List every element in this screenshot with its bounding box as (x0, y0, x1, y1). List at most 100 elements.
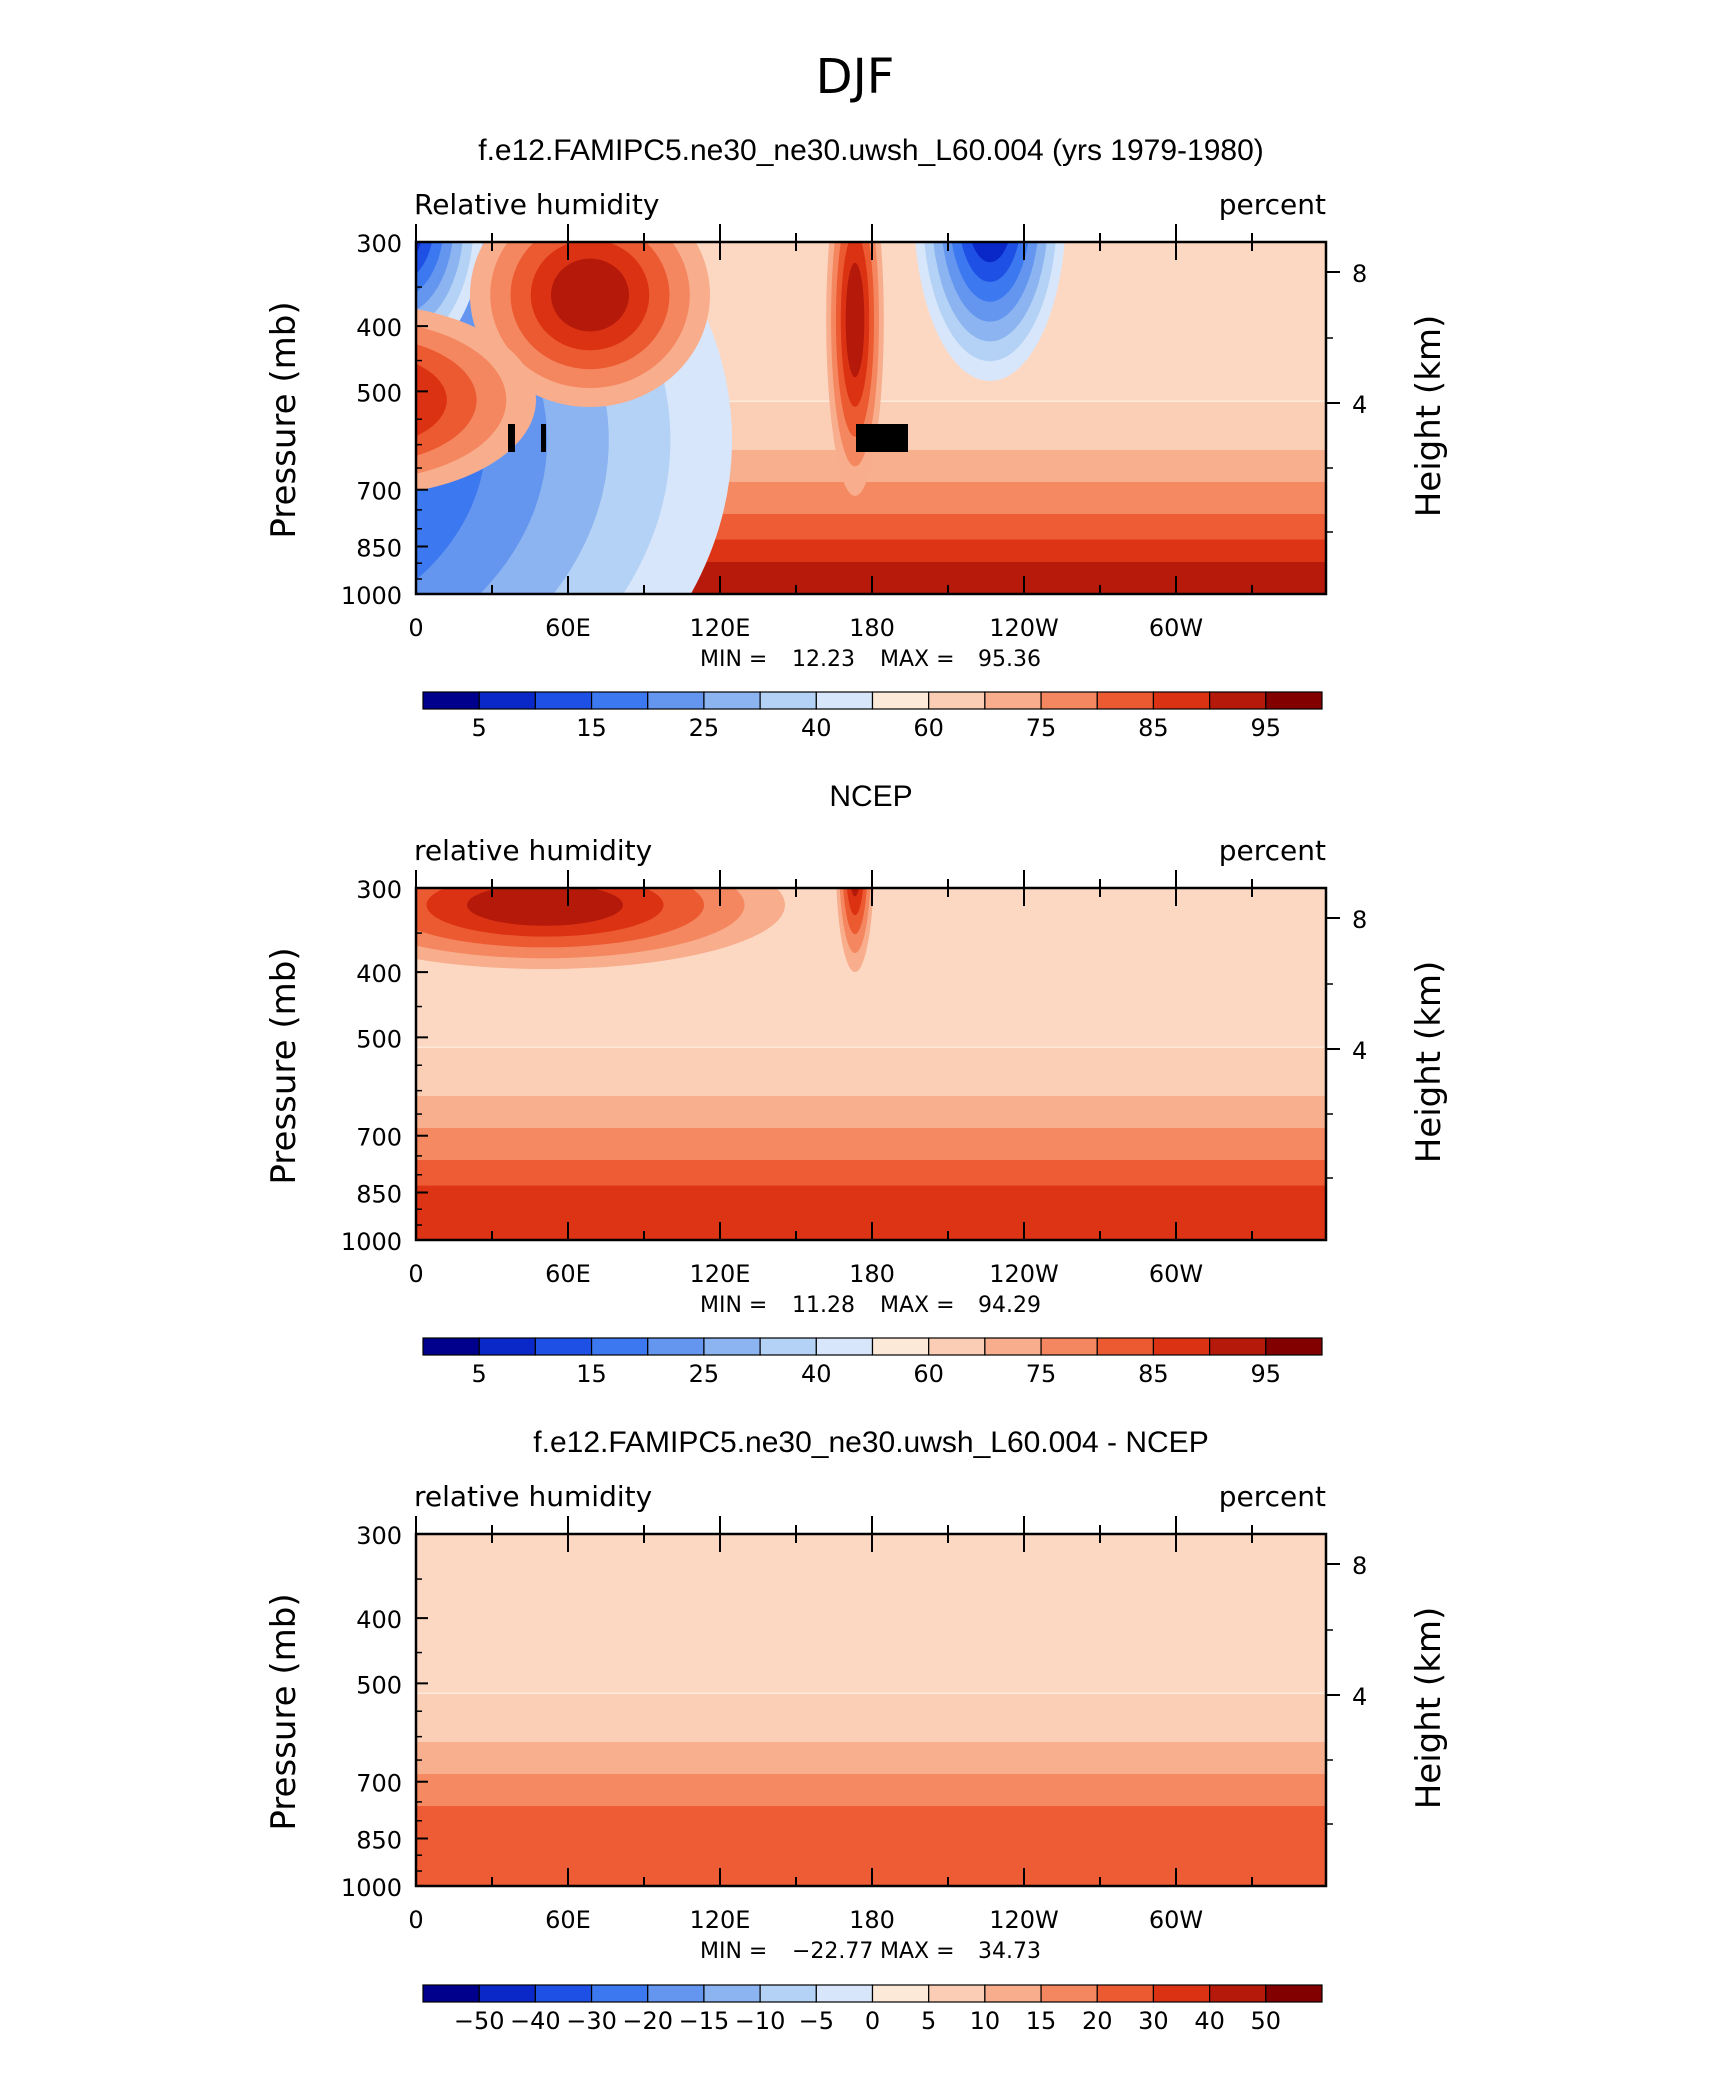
colorbar-swatch (1096, 1984, 1155, 2003)
units-label: percent (1219, 188, 1326, 221)
colorbar-label: 15 (576, 714, 607, 742)
colorbar-label: 25 (689, 1360, 720, 1388)
moist-contour (416, 363, 447, 437)
dry-contour (416, 242, 473, 345)
max-value: 94.29 (978, 1293, 1041, 1318)
colorbar-swatch (871, 1984, 930, 2003)
y-tick-label: 400 (356, 960, 402, 988)
x-tick-label: 60E (545, 1260, 591, 1288)
dry-contour (363, 687, 398, 733)
colorbar-swatch (1152, 1984, 1211, 2003)
colorbar-swatch (478, 1984, 536, 2003)
x-tick-label: 120E (690, 614, 751, 642)
colorbar-swatch (703, 1337, 761, 1356)
colorbar-swatch (759, 691, 817, 710)
dry-contour (416, 242, 422, 254)
colorbar-label: 25 (689, 714, 720, 742)
dry-contour (336, 652, 424, 769)
topography-mask (506, 1403, 516, 1431)
dry-contour (971, 242, 1009, 263)
y-axis-title: Pressure (mb) (264, 1593, 304, 1830)
variable-label: relative humidity (414, 1480, 652, 1513)
topography-mask (371, 1375, 391, 1403)
dry-contour (356, 678, 404, 742)
min-label: MIN = (700, 1939, 767, 1964)
dry-contour (416, 299, 486, 581)
colorbar-swatch (815, 691, 874, 710)
colorbar-label: −5 (799, 2007, 834, 2035)
y-tick-label: 700 (356, 478, 402, 506)
colorbar-swatch (1265, 1337, 1323, 1356)
colorbar-label: 20 (1082, 2007, 1113, 2035)
colorbar-swatch (815, 1337, 874, 1356)
variable-label: relative humidity (414, 834, 652, 867)
dry-contour (416, 242, 443, 293)
x-tick-label: 120E (690, 1906, 751, 1934)
colorbar-swatch (590, 691, 649, 710)
y-tick-label: 500 (356, 379, 402, 407)
y-tick-label: 700 (356, 1770, 402, 1798)
y2-tick-label: 4 (1352, 1037, 1367, 1065)
panel-title: f.e12.FAMIPC5.ne30_ne30.uwsh_L60.004 (yr… (478, 134, 1264, 167)
colorbar-swatch (1096, 691, 1155, 710)
colorbar-swatch (647, 1337, 705, 1356)
max-value: 95.36 (978, 647, 1041, 672)
min-label: MIN = (700, 1293, 767, 1318)
colorbar-swatch (984, 1984, 1042, 2003)
colorbar-label: 60 (913, 714, 944, 742)
topography-mask (336, 424, 392, 452)
colorbar-label: 5 (472, 714, 487, 742)
dry-contour (330, 643, 431, 777)
x-tick-label: 180 (849, 1906, 895, 1934)
colorbar-swatch (422, 1984, 480, 2003)
colorbar-swatch (703, 1984, 761, 2003)
y-tick-label: 500 (356, 1025, 402, 1053)
colorbar-swatch (759, 1337, 817, 1356)
min-label: MIN = (700, 647, 767, 672)
colorbar-swatch (1265, 691, 1323, 710)
upper-tint (416, 1534, 1326, 1693)
x-tick-label: 0 (408, 1906, 423, 1934)
y-tick-label: 300 (356, 876, 402, 904)
colorbar-swatch (928, 1984, 986, 2003)
colorbar-swatch (984, 691, 1042, 710)
min-value: −22.77 (792, 1939, 873, 1964)
colorbar-swatch (478, 1337, 536, 1356)
colorbar-swatch (590, 1984, 649, 2003)
colorbar-label: 5 (921, 2007, 936, 2035)
x-tick-label: 120E (690, 1260, 751, 1288)
x-tick-label: 60E (545, 614, 591, 642)
max-label: MAX = (880, 1293, 955, 1318)
colorbar-label: −15 (679, 2007, 730, 2035)
moist-contour (367, 799, 383, 861)
topography-mask (333, 1403, 398, 1431)
colorbar-label: 40 (801, 714, 832, 742)
colorbar-swatch (1152, 691, 1211, 710)
y2-tick-label: 8 (1352, 260, 1367, 288)
colorbar-label: 15 (576, 1360, 607, 1388)
y-tick-label: 1000 (341, 1228, 402, 1256)
colorbar-swatch (422, 691, 480, 710)
colorbar-label: −10 (735, 2007, 786, 2035)
colorbar-label: −50 (454, 2007, 505, 2035)
y-axis-title: Pressure (mb) (264, 301, 304, 538)
colorbar-swatch (984, 1337, 1042, 1356)
colorbar-swatch (478, 691, 536, 710)
colorbar-label: 60 (913, 1360, 944, 1388)
min-value: 12.23 (792, 647, 855, 672)
colorbar-label: 40 (801, 1360, 832, 1388)
colorbar-label: 30 (1138, 2007, 1169, 2035)
x-tick-label: 120W (989, 614, 1059, 642)
y2-tick-label: 8 (1352, 906, 1367, 934)
colorbar-label: 75 (1026, 714, 1057, 742)
dry-contour (349, 669, 410, 751)
colorbar-label: −40 (510, 2007, 561, 2035)
colorbar-label: 0 (865, 2007, 880, 2035)
field-contours (330, 643, 1326, 1240)
max-value: 34.73 (978, 1939, 1041, 1964)
moist-contour (846, 888, 864, 916)
dry-contour (343, 660, 417, 759)
y2-axis-title: Height (km) (1409, 1607, 1449, 1810)
colorbar-swatch (871, 1337, 930, 1356)
